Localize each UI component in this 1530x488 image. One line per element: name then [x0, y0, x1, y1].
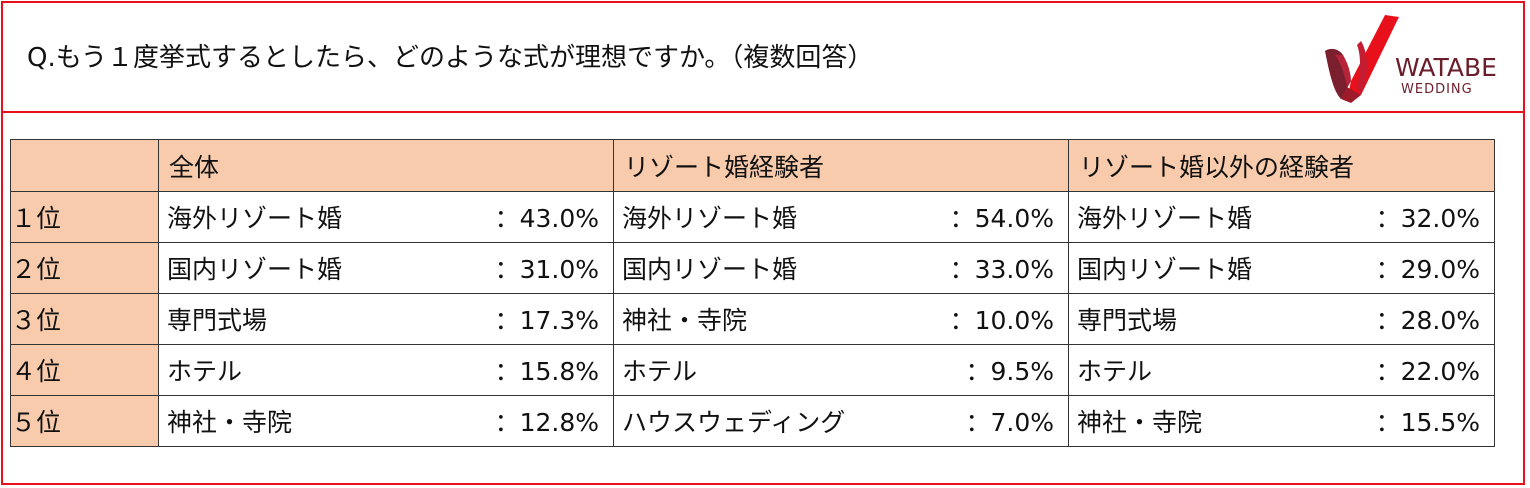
table-cell: ハウスウェディング ：7.0%	[613, 395, 1069, 447]
table-cell: 専門式場 ：17.3%	[158, 293, 614, 345]
table-header-row: 全体 リゾート婚経験者 リゾート婚以外の経験者	[10, 139, 1495, 192]
question-header: Q.もう１度挙式するとしたら、どのような式が理想ですか。（複数回答） WATAB…	[1, 1, 1525, 113]
venue-name: 専門式場	[1077, 306, 1178, 335]
percentage: ：9.5%	[965, 357, 1054, 386]
question-text: Q.もう１度挙式するとしたら、どのような式が理想ですか。（複数回答）	[27, 43, 874, 73]
logo-sub-text: WEDDING	[1401, 82, 1473, 97]
table-row: ３位 専門式場 ：17.3% 神社・寺院 ：10.0% 専門式場 ：28.0%	[10, 293, 1495, 345]
watabe-wedding-logo: WATABE WEDDING	[1321, 11, 1511, 105]
table-cell: 国内リゾート婚 ：31.0%	[158, 242, 614, 294]
percentage: ：43.0%	[494, 204, 599, 233]
logo-ribbon-icon	[1325, 15, 1399, 103]
percentage: ：29.0%	[1375, 255, 1480, 284]
percentage: ：33.0%	[949, 255, 1054, 284]
percentage: ：31.0%	[494, 255, 599, 284]
ranking-table: 全体 リゾート婚経験者 リゾート婚以外の経験者 １位 海外リゾート婚 ：43.0%…	[10, 139, 1495, 447]
venue-name: ホテル	[622, 357, 698, 386]
table-cell: 神社・寺院 ：10.0%	[613, 293, 1069, 345]
logo-brand-text: WATABE	[1395, 53, 1497, 82]
percentage: ：12.8%	[494, 408, 599, 437]
venue-name: ホテル	[1077, 357, 1153, 386]
column-header-resort-experienced: リゾート婚経験者	[613, 139, 1069, 192]
table-cell: 神社・寺院 ：15.5%	[1068, 395, 1495, 447]
venue-name: 国内リゾート婚	[167, 255, 343, 284]
venue-name: 国内リゾート婚	[622, 255, 798, 284]
venue-name: 海外リゾート婚	[1077, 204, 1253, 233]
rank-label: ４位	[10, 344, 159, 396]
venue-name: 神社・寺院	[1077, 408, 1203, 437]
venue-name: 専門式場	[167, 306, 268, 335]
venue-name: 国内リゾート婚	[1077, 255, 1253, 284]
rank-label: ３位	[10, 293, 159, 345]
table-row: ４位 ホテル ：15.8% ホテル ：9.5% ホテル ：22.0%	[10, 344, 1495, 396]
venue-name: 海外リゾート婚	[167, 204, 343, 233]
table-cell: ホテル ：15.8%	[158, 344, 614, 396]
percentage: ：15.8%	[494, 357, 599, 386]
table-row: ２位 国内リゾート婚 ：31.0% 国内リゾート婚 ：33.0% 国内リゾート婚 ：2…	[10, 242, 1495, 294]
percentage: ：32.0%	[1375, 204, 1480, 233]
table-cell: 海外リゾート婚 ：43.0%	[158, 191, 614, 243]
venue-name: 神社・寺院	[622, 306, 748, 335]
table-cell: 国内リゾート婚 ：33.0%	[613, 242, 1069, 294]
column-header-non-resort-experienced: リゾート婚以外の経験者	[1068, 139, 1495, 192]
venue-name: ホテル	[167, 357, 243, 386]
percentage: ：7.0%	[965, 408, 1054, 437]
venue-name: ハウスウェディング	[622, 408, 846, 437]
venue-name: 海外リゾート婚	[622, 204, 798, 233]
table-cell: ホテル ：22.0%	[1068, 344, 1495, 396]
rank-label: ５位	[10, 395, 159, 447]
table-row: ５位 神社・寺院 ：12.8% ハウスウェディング ：7.0% 神社・寺院 ：15.5…	[10, 395, 1495, 447]
corner-cell	[10, 139, 159, 192]
table-cell: 専門式場 ：28.0%	[1068, 293, 1495, 345]
table-cell: 海外リゾート婚 ：54.0%	[613, 191, 1069, 243]
rank-label: ２位	[10, 242, 159, 294]
percentage: ：28.0%	[1375, 306, 1480, 335]
percentage: ：10.0%	[949, 306, 1054, 335]
table-cell: 海外リゾート婚 ：32.0%	[1068, 191, 1495, 243]
table-cell: ホテル ：9.5%	[613, 344, 1069, 396]
percentage: ：15.5%	[1375, 408, 1480, 437]
table-row: １位 海外リゾート婚 ：43.0% 海外リゾート婚 ：54.0% 海外リゾート婚 ：3…	[10, 191, 1495, 243]
rank-label: １位	[10, 191, 159, 243]
venue-name: 神社・寺院	[167, 408, 293, 437]
percentage: ：22.0%	[1375, 357, 1480, 386]
percentage: ：17.3%	[494, 306, 599, 335]
percentage: ：54.0%	[949, 204, 1054, 233]
table-cell: 神社・寺院 ：12.8%	[158, 395, 614, 447]
table-cell: 国内リゾート婚 ：29.0%	[1068, 242, 1495, 294]
column-header-overall: 全体	[158, 139, 614, 192]
